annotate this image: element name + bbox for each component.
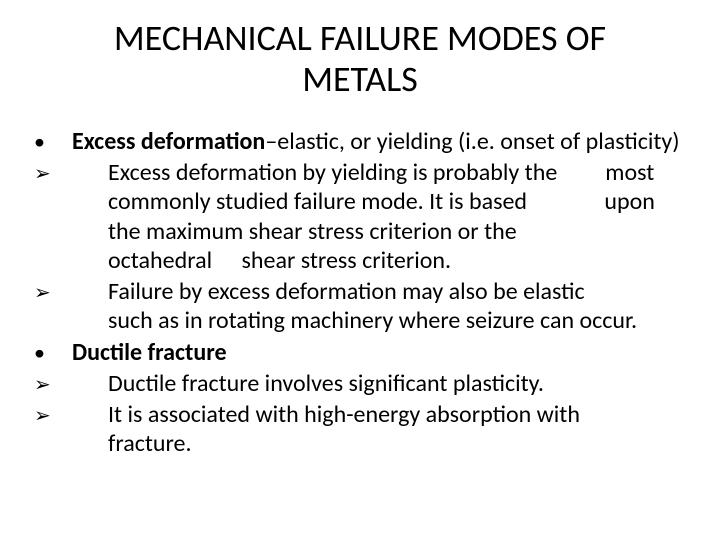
sub-2-l1: Failure by excess deformation may also b…: [108, 277, 585, 306]
bullet-icon: •: [34, 335, 45, 366]
sub-1-text: Excess deformation by yielding is probab…: [72, 158, 692, 275]
sub-4-l2: fracture.: [108, 429, 192, 458]
sub-2-text: Failure by excess deformation may also b…: [72, 277, 692, 336]
sub-item-1: ➢ Excess deformation by yielding is prob…: [28, 158, 692, 275]
bullet-1-rest: –elastic, or yielding (i.e. onset of pla…: [265, 127, 679, 156]
bullet-item-2: • Ductile fracture: [28, 338, 692, 367]
arrow-icon: ➢: [34, 368, 51, 397]
bullet-icon: •: [34, 124, 45, 155]
sub-2-l2: such as in rotating machinery where seiz…: [108, 306, 637, 335]
title-line-1: MECHANICAL FAILURE MODES OF: [114, 16, 606, 60]
arrow-icon: ➢: [34, 157, 51, 186]
slide: MECHANICAL FAILURE MODES OF METALS • Exc…: [0, 0, 720, 540]
arrow-icon: ➢: [34, 399, 51, 428]
sub-4-l1: It is associated with high-energy absorp…: [108, 400, 580, 429]
sub-item-2: ➢ Failure by excess deformation may also…: [28, 277, 692, 336]
sub-1-l1: Excess deformation by yielding is probab…: [108, 158, 654, 187]
title-line-2: METALS: [302, 57, 418, 101]
sub-3-l1: Ductile fracture involves significant pl…: [108, 369, 544, 398]
sub-1-l3: the maximum shear stress criterion or th…: [108, 217, 517, 246]
sub-3-text: Ductile fracture involves significant pl…: [72, 369, 692, 398]
arrow-icon: ➢: [34, 276, 51, 305]
sub-4-text: It is associated with high-energy absorp…: [72, 400, 692, 459]
sub-1-l4: octahedral shear stress criterion.: [108, 246, 451, 275]
bullet-1-bold: Excess deformation: [72, 127, 265, 156]
slide-title: MECHANICAL FAILURE MODES OF METALS: [28, 18, 692, 101]
bullet-2-text: Ductile fracture: [72, 338, 692, 367]
sub-item-4: ➢ It is associated with high-energy abso…: [28, 400, 692, 459]
bullet-1-text: Excess deformation–elastic, or yielding …: [72, 127, 692, 156]
sub-item-3: ➢ Ductile fracture involves significant …: [28, 369, 692, 398]
sub-1-l2: commonly studied failure mode. It is bas…: [108, 187, 655, 216]
bullet-item-1: • Excess deformation–elastic, or yieldin…: [28, 127, 692, 156]
slide-body: • Excess deformation–elastic, or yieldin…: [28, 127, 692, 459]
bullet-2-bold: Ductile fracture: [72, 338, 227, 367]
